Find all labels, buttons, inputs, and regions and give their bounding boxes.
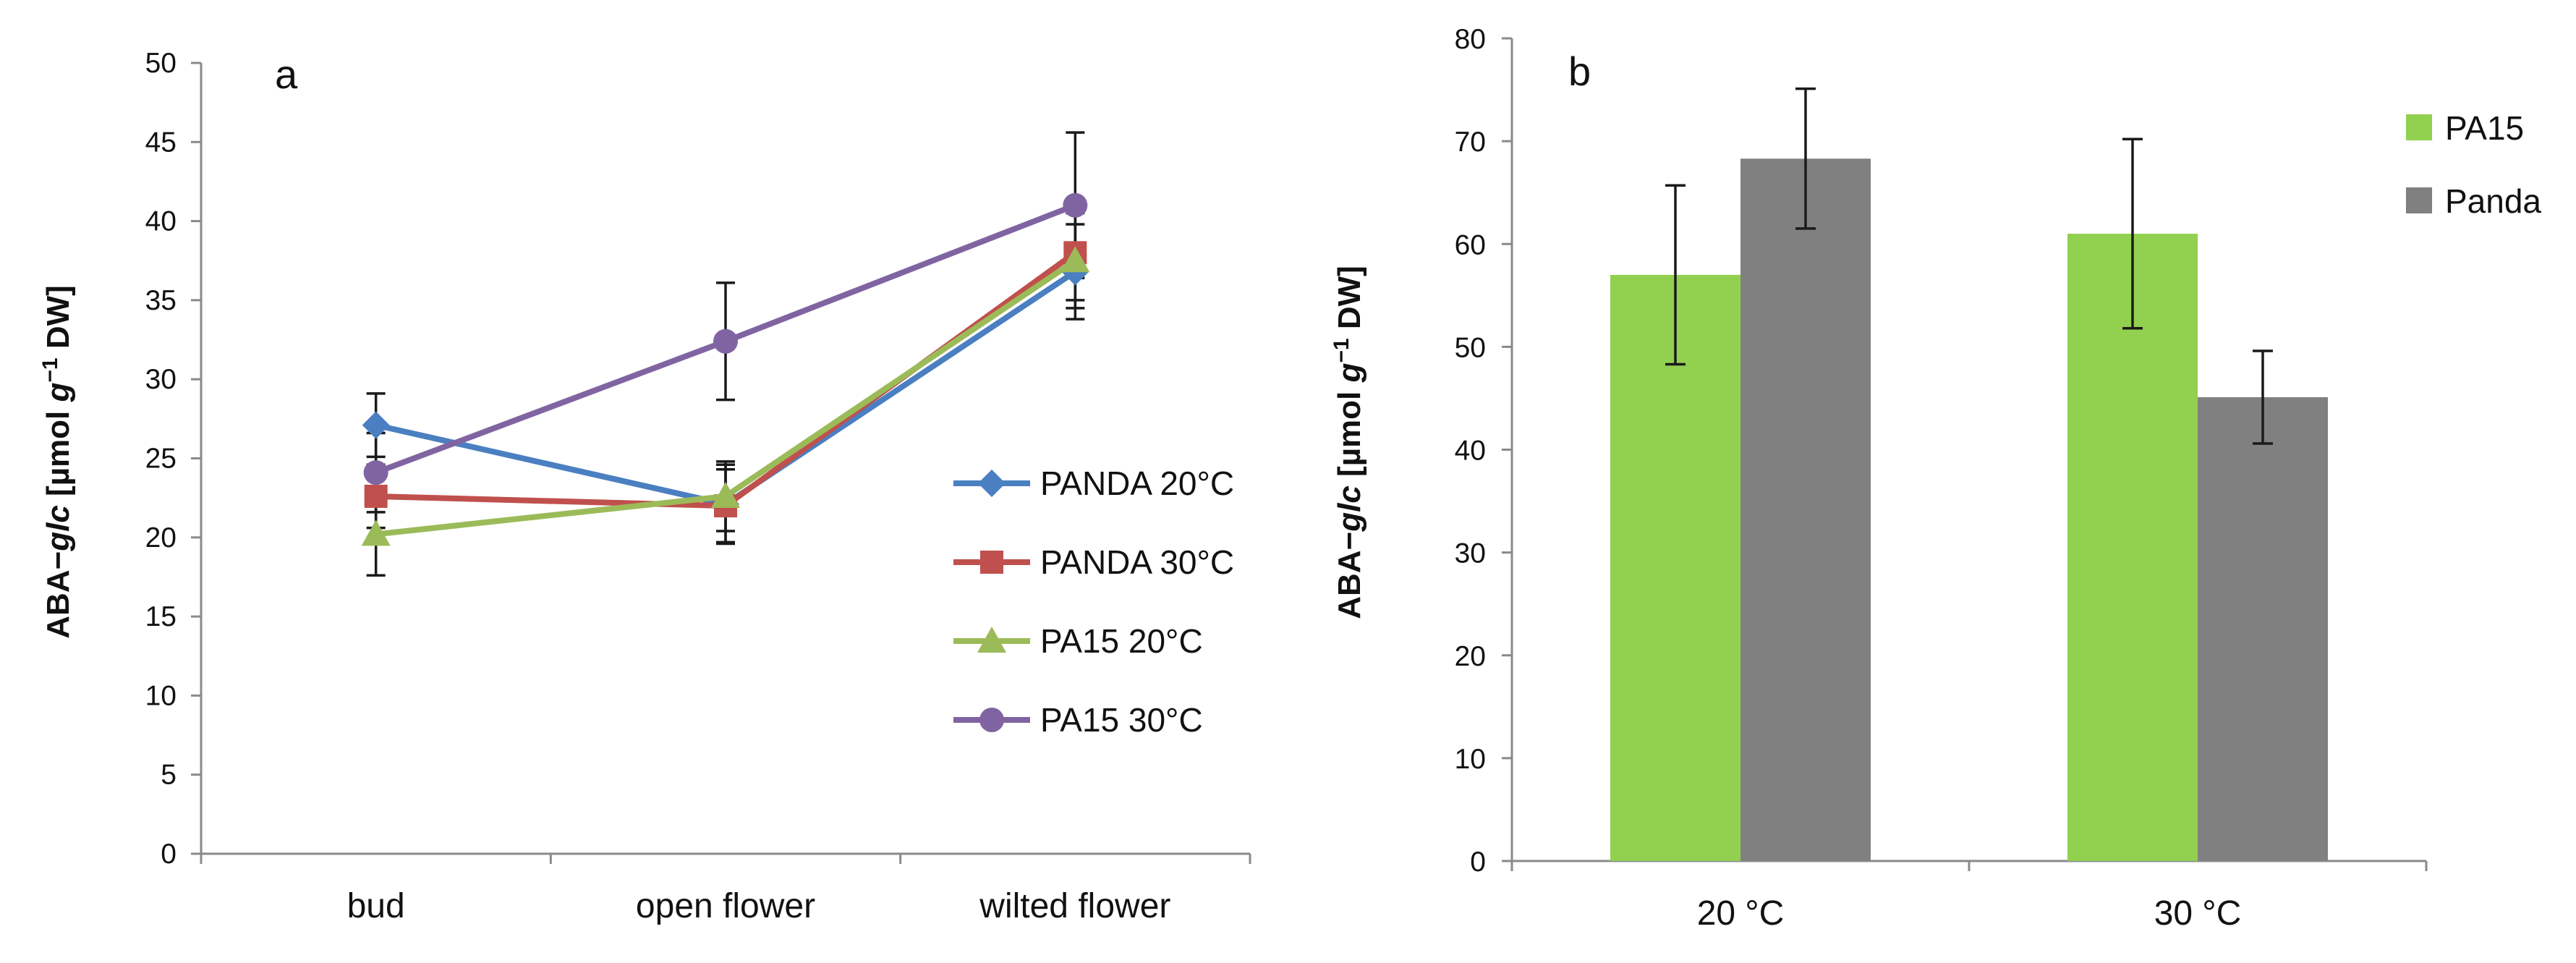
data-point: [362, 411, 390, 439]
y-tick-label: 30: [1455, 538, 1486, 569]
y-tick-label: 45: [145, 127, 177, 158]
legend-b: PA15 Panda: [2406, 109, 2541, 220]
panel-letter-b: b: [1568, 48, 1591, 94]
data-point: [363, 460, 388, 485]
data-point: [364, 484, 388, 508]
x-category-label: 30 °C: [2154, 894, 2242, 933]
y-tick-label: 40: [145, 206, 177, 237]
y-tick-label: 20: [145, 522, 177, 553]
legend-label: Panda: [2445, 182, 2541, 220]
y-tick-label: 50: [1455, 332, 1486, 363]
data-point: [711, 481, 740, 508]
bar: [1740, 158, 1871, 861]
legend-item: PA15: [2406, 109, 2524, 147]
legend-item: PA15 20°C: [953, 622, 1203, 660]
y-tick-label: 80: [1455, 24, 1486, 55]
panel-a-line-chart: 0 5 10 15 20 25 30 35 40 45 50 bud open flower wilted…: [145, 48, 1251, 925]
error-bar: [1795, 87, 1816, 230]
data-point: [1060, 246, 1090, 273]
y-tick-label: 35: [145, 285, 177, 316]
x-category-label: 20 °C: [1697, 894, 1785, 933]
x-category-label: wilted flower: [979, 887, 1170, 925]
data-point: [1063, 192, 1088, 218]
x-category-label: bud: [347, 887, 405, 925]
legend-marker: [979, 708, 1004, 732]
y-tick-label: 0: [1470, 847, 1486, 878]
y-axis-label: ABA−glc [µmol g−1 DW]: [38, 285, 76, 639]
legend-marker: [980, 551, 1003, 574]
legend-label: PA15: [2445, 109, 2524, 147]
legend-a: PANDA 20°C PANDA 30°C PA15 20°C PA15 30°C: [953, 464, 1234, 739]
bar: [2067, 234, 2198, 862]
y-axis-label-suffix: DW]: [41, 285, 76, 357]
y-axis-label-prefix: ABA−: [41, 551, 76, 639]
data-point: [361, 519, 391, 546]
y-tick-label: 50: [145, 48, 177, 79]
legend-label: PA15 30°C: [1040, 701, 1203, 739]
error-bar: [2253, 349, 2273, 445]
y-axis-label-italic-g: g: [41, 383, 76, 403]
legend-marker: [977, 627, 1006, 653]
y-tick-label: 15: [145, 601, 177, 632]
y-axis-label-unit: [µmol: [41, 402, 76, 506]
bar: [1610, 274, 1740, 861]
y-axis-label-unit: [µmol: [1332, 383, 1367, 486]
y-axis-label: ABA−glc [µmol g−1 DW]: [1330, 266, 1367, 619]
legend-item: PANDA 20°C: [953, 464, 1234, 502]
y-axis-label-superscript: −1: [1330, 338, 1353, 362]
legend-item: PA15 30°C: [953, 701, 1203, 739]
y-tick-label: 70: [1455, 127, 1486, 158]
legend-label: PANDA 30°C: [1040, 543, 1234, 581]
error-bar: [2122, 137, 2143, 330]
data-point: [713, 328, 738, 354]
y-tick-label: 25: [145, 444, 177, 475]
legend-swatch: [2406, 114, 2432, 140]
legend-swatch: [2406, 187, 2432, 213]
y-tick-label: 40: [1455, 436, 1486, 467]
panel-letter-a: a: [275, 51, 298, 97]
y-axis-label-italic: glc: [1332, 485, 1367, 533]
x-category-label: open flower: [636, 887, 815, 925]
series-pa15-30-c: [363, 192, 1088, 485]
y-tick-label: 10: [1455, 744, 1486, 775]
y-tick-label: 0: [161, 839, 177, 870]
legend-label: PANDA 20°C: [1040, 464, 1234, 502]
series-pa15-20-c: [361, 246, 1090, 546]
y-tick-label: 60: [1455, 229, 1486, 260]
bar: [2198, 397, 2328, 861]
y-tick-label: 30: [145, 364, 177, 395]
y-tick-label: 10: [145, 680, 177, 711]
y-tick-label: 5: [161, 760, 177, 791]
y-axis-label-superscript: −1: [38, 357, 62, 382]
y-axis-label-italic: glc: [41, 505, 76, 552]
error-bar: [1665, 184, 1686, 366]
legend-label: PA15 20°C: [1040, 622, 1203, 660]
y-axis-label-prefix: ABA−: [1332, 532, 1367, 619]
legend-item: PANDA 30°C: [953, 543, 1234, 581]
legend-item: Panda: [2406, 182, 2541, 220]
y-axis-label-suffix: DW]: [1332, 266, 1367, 338]
legend-marker: [978, 470, 1006, 497]
panel-b-bar-chart: 0 10 20 30 40 50 60 70 80 20 °C 30 °C b PA15 Panda: [1455, 24, 2542, 933]
y-axis-label-italic-g: g: [1332, 363, 1367, 383]
y-tick-label: 20: [1455, 641, 1486, 672]
